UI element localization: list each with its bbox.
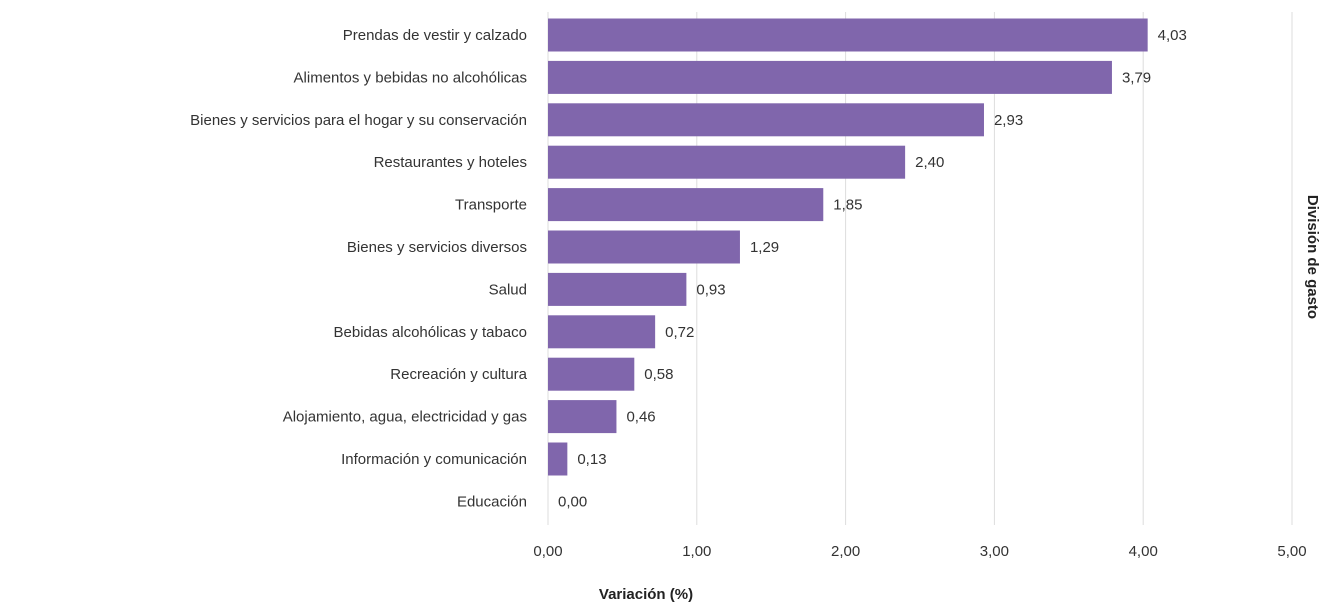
data-label: 0,93 (696, 281, 725, 298)
data-label: 3,79 (1122, 69, 1151, 86)
bar (548, 103, 984, 136)
bars (548, 19, 1148, 476)
category-label: Información y comunicación (341, 451, 527, 468)
x-tick-label: 5,00 (1277, 543, 1306, 560)
bar (548, 358, 634, 391)
x-tick-label: 1,00 (682, 543, 711, 560)
bar (548, 146, 905, 179)
category-label: Bienes y servicios diversos (347, 239, 527, 256)
data-label: 0,58 (644, 366, 673, 383)
category-label: Prendas de vestir y calzado (343, 27, 527, 44)
bar (548, 188, 823, 221)
category-label: Restaurantes y hoteles (374, 154, 527, 171)
x-tick-label: 2,00 (831, 543, 860, 560)
category-label: Alimentos y bebidas no alcohólicas (294, 69, 527, 86)
x-axis-title: Variación (%) (599, 586, 693, 603)
bar (548, 231, 740, 264)
data-label: 1,85 (833, 197, 862, 214)
data-label: 0,46 (626, 409, 655, 426)
value-labels: 4,03 3,79 2,93 2,40 1,85 1,29 0,93 0,72 0,58 0,46… (558, 27, 1187, 510)
data-label: 4,03 (1158, 27, 1187, 44)
x-tick-label: 3,00 (980, 543, 1009, 560)
category-label: Transporte (455, 197, 527, 214)
x-axis-ticks: 0,00 1,00 2,00 3,00 4,00 5,00 (533, 543, 1306, 560)
bar (548, 315, 655, 348)
bar (548, 400, 616, 433)
data-label: 2,40 (915, 154, 944, 171)
bar (548, 443, 567, 476)
data-label: 0,72 (665, 324, 694, 341)
bar (548, 61, 1112, 94)
bar (548, 273, 686, 306)
category-labels: Prendas de vestir y calzado Alimentos y b… (190, 27, 527, 510)
category-label: Bebidas alcohólicas y tabaco (334, 324, 527, 341)
category-label: Recreación y cultura (390, 366, 527, 383)
category-label: Bienes y servicios para el hogar y su co… (190, 112, 527, 129)
category-label: Educación (457, 493, 527, 510)
y-axis-title: División de gasto (1304, 195, 1321, 319)
data-label: 0,13 (577, 451, 606, 468)
category-label: Alojamiento, agua, electricidad y gas (283, 409, 527, 426)
x-tick-label: 0,00 (533, 543, 562, 560)
x-tick-label: 4,00 (1129, 543, 1158, 560)
data-label: 2,93 (994, 112, 1023, 129)
data-label: 1,29 (750, 239, 779, 256)
bar (548, 19, 1148, 52)
data-label: 0,00 (558, 493, 587, 510)
category-label: Salud (489, 281, 527, 298)
